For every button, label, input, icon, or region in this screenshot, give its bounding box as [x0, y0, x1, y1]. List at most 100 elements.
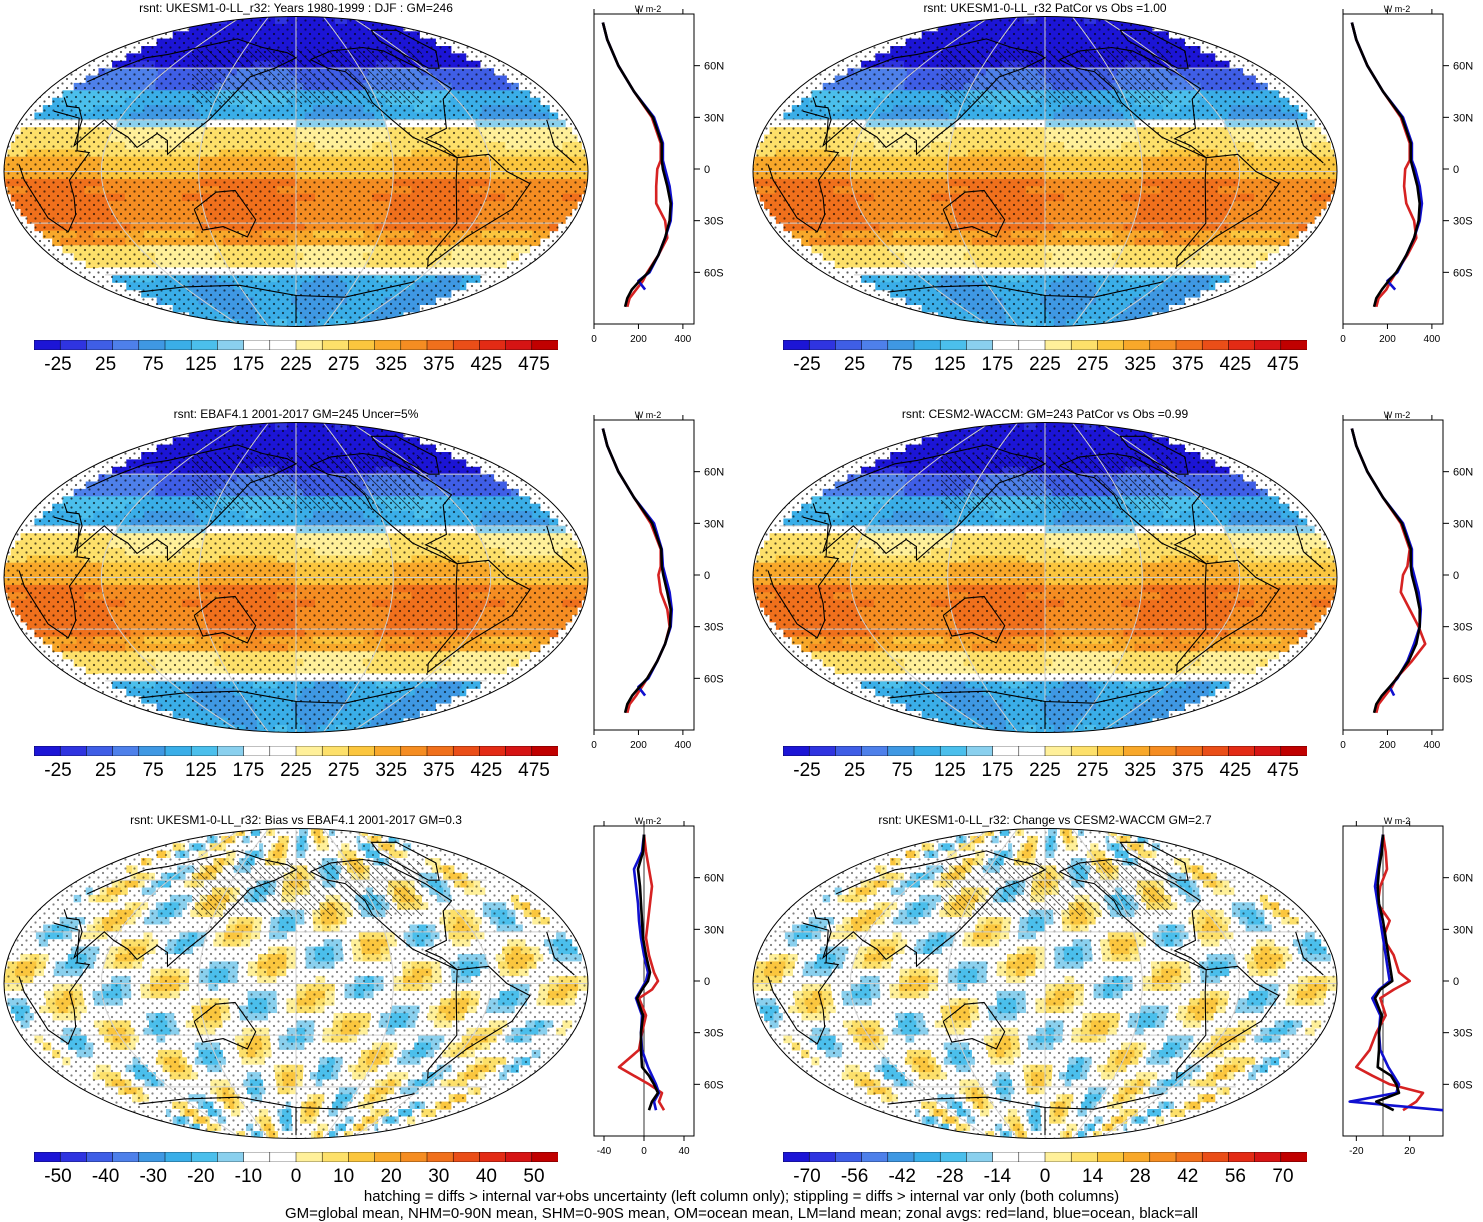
lat-tick-label: 60S: [704, 673, 724, 685]
colorbar-swatch: [940, 1152, 967, 1162]
colorbar-swatch: [113, 1152, 140, 1162]
colorbar-tick-label: 275: [328, 760, 360, 782]
lat-tick-label: 30S: [1453, 216, 1473, 228]
colorbar: [783, 340, 1307, 350]
zonal-all-line: [1352, 23, 1420, 307]
colorbar-tick-label: -40: [92, 1166, 119, 1188]
colorbar-swatch: [427, 1152, 454, 1162]
colorbar-swatch: [940, 340, 967, 350]
colorbar-swatch: [191, 1152, 218, 1162]
colorbar-swatch: [1228, 746, 1255, 756]
colorbar-swatch: [1071, 340, 1098, 350]
colorbar-swatch: [1176, 746, 1203, 756]
lat-tick-label: 60S: [704, 1079, 724, 1091]
zonal-ocean-line: [1350, 835, 1443, 1111]
zonal-land-line: [619, 835, 664, 1111]
lat-tick-label: 60S: [1453, 1079, 1473, 1091]
colorbar-swatch: [1150, 1152, 1177, 1162]
colorbar-swatch: [322, 1152, 349, 1162]
x-tick-label: -40: [597, 1146, 612, 1157]
colorbar-swatch: [1176, 1152, 1203, 1162]
colorbar-swatch: [244, 340, 271, 350]
lat-tick-label: 30N: [1453, 924, 1473, 936]
zonal-land-line: [603, 429, 670, 713]
panel-title: rsnt: EBAF4.1 2001-2017 GM=245 Uncer=5%: [0, 407, 592, 421]
panel-ukesm-patcor: rsnt: UKESM1-0-LL_r32 PatCor vs Obs =1.0…: [749, 0, 1483, 406]
colorbar-swatch: [86, 1152, 113, 1162]
colorbar-swatch: [506, 1152, 532, 1162]
colorbar-tick-label: 40: [476, 1166, 497, 1188]
colorbar-swatch: [1097, 1152, 1124, 1162]
colorbar: [34, 340, 558, 350]
lat-tick-label: 0: [1453, 570, 1459, 582]
colorbar-swatch: [165, 746, 192, 756]
lat-tick-label: 60N: [1453, 61, 1473, 73]
colorbar-tick-label: 425: [471, 354, 503, 376]
colorbar-swatch: [165, 1152, 192, 1162]
colorbar-swatch: [453, 340, 480, 350]
colorbar-swatch: [86, 340, 113, 350]
colorbar-swatch: [453, 746, 480, 756]
colorbar-tick-label: 225: [1029, 760, 1061, 782]
colorbar-swatch: [479, 340, 506, 350]
lat-tick-label: 30S: [704, 1028, 724, 1040]
colorbar-swatch: [113, 340, 140, 350]
lat-tick-label: 30N: [1453, 112, 1473, 124]
colorbar-swatch: [835, 746, 862, 756]
colorbar-swatch: [244, 1152, 271, 1162]
lat-tick-label: 60S: [1453, 267, 1473, 279]
colorbar-swatch: [532, 746, 558, 756]
lat-tick-label: 30N: [704, 112, 724, 124]
lat-tick-label: 0: [704, 164, 710, 176]
colorbar-swatch: [217, 1152, 244, 1162]
colorbar-swatch: [217, 340, 244, 350]
lat-tick-label: 30S: [1453, 1028, 1473, 1040]
colorbar-swatch: [862, 746, 889, 756]
colorbar-tick-label: 0: [291, 1166, 302, 1188]
colorbar-tick-label: 25: [95, 354, 116, 376]
x-tick-label: 200: [1379, 334, 1396, 345]
colorbar-swatch: [191, 340, 218, 350]
colorbar-swatch: [1281, 746, 1307, 756]
colorbar-swatch: [401, 340, 428, 350]
colorbar-swatch: [506, 340, 532, 350]
colorbar-swatch: [809, 1152, 836, 1162]
colorbar-tick-label: 75: [892, 354, 913, 376]
zonal-unit-label: W m-2: [635, 816, 662, 826]
colorbar-swatch: [506, 746, 532, 756]
colorbar-tick-label: -20: [187, 1166, 214, 1188]
colorbar-swatch: [888, 340, 915, 350]
colorbar-tick-label: 225: [280, 760, 312, 782]
zonal-all-line: [603, 23, 671, 307]
world-map: [751, 826, 1339, 1141]
colorbar-swatch: [1071, 1152, 1098, 1162]
colorbar-tick-label: -25: [793, 760, 820, 782]
colorbar-swatch: [914, 1152, 941, 1162]
colorbar: [783, 746, 1307, 756]
colorbar-tick-label: 375: [1172, 354, 1204, 376]
lat-tick-label: 0: [704, 976, 710, 988]
colorbar-swatch: [375, 1152, 402, 1162]
lat-tick-label: 30N: [1453, 518, 1473, 530]
colorbar-tick-label: -42: [888, 1166, 915, 1188]
colorbar-swatch: [113, 746, 140, 756]
colorbar-swatch: [914, 340, 941, 350]
colorbar-swatch: [401, 1152, 428, 1162]
colorbar-swatch: [1124, 340, 1151, 350]
lat-tick-label: 30S: [704, 216, 724, 228]
colorbar-tick-label: 475: [518, 354, 550, 376]
colorbar-swatch: [1124, 746, 1151, 756]
x-tick-label: 200: [630, 334, 647, 345]
colorbar-swatch: [1255, 746, 1282, 756]
colorbar: [34, 1152, 558, 1162]
colorbar-swatch: [270, 1152, 297, 1162]
colorbar-tick-label: 175: [233, 354, 265, 376]
colorbar-swatch: [914, 746, 941, 756]
panel-title: rsnt: UKESM1-0-LL_r32: Change vs CESM2-W…: [749, 813, 1341, 827]
colorbar-swatch: [1019, 746, 1046, 756]
lat-tick-label: 30N: [704, 924, 724, 936]
colorbar-swatch: [427, 746, 454, 756]
colorbar-tick-label: 14: [1082, 1166, 1103, 1188]
colorbar-swatch: [1281, 340, 1307, 350]
